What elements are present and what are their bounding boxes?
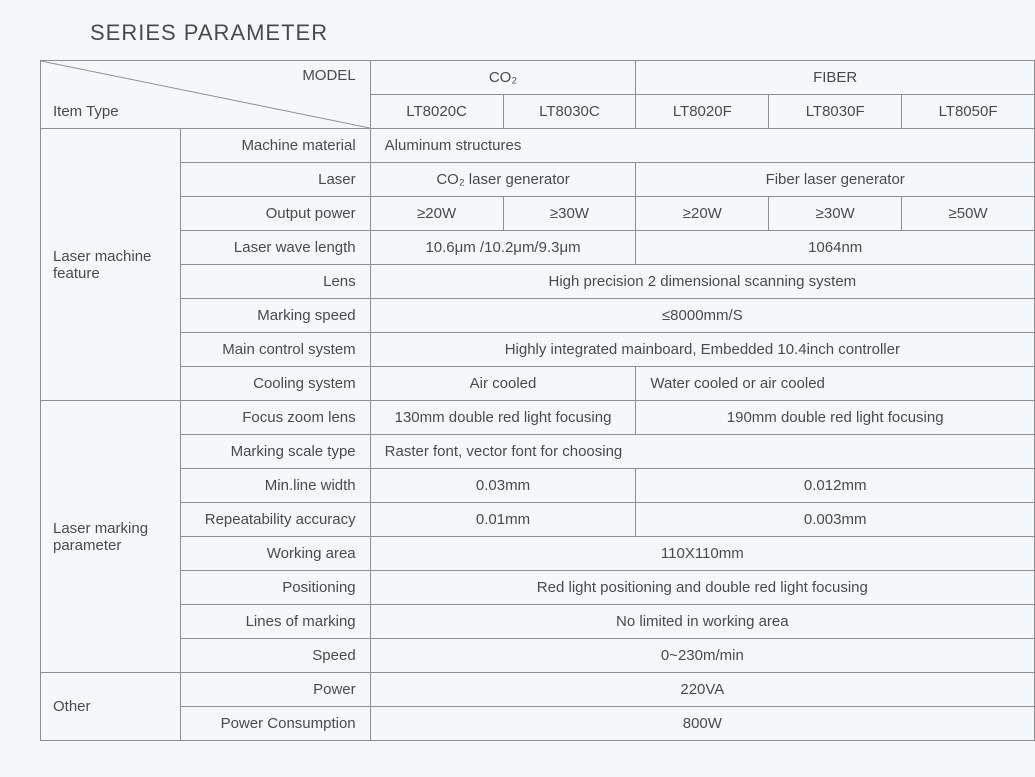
header-model-f1: LT8020F — [636, 95, 769, 129]
row-label: Working area — [180, 537, 370, 571]
header-diagonal-cell: MODEL Item Type — [41, 61, 371, 129]
cell-value: 1064nm — [636, 231, 1035, 265]
cell-value: Water cooled or air cooled — [636, 367, 1035, 401]
cell-value: Highly integrated mainboard, Embedded 10… — [370, 333, 1034, 367]
cell-value: 10.6μm /10.2μm/9.3μm — [370, 231, 636, 265]
row-label: Main control system — [180, 333, 370, 367]
row-label: Speed — [180, 639, 370, 673]
row-label: Marking scale type — [180, 435, 370, 469]
cell-value: 800W — [370, 707, 1034, 741]
cell-value: CO₂ laser generator — [370, 163, 636, 197]
row-label: Focus zoom lens — [180, 401, 370, 435]
cell-value: 190mm double red light focusing — [636, 401, 1035, 435]
header-model-f3: LT8050F — [902, 95, 1035, 129]
row-label: Lines of marking — [180, 605, 370, 639]
row-label: Repeatability accuracy — [180, 503, 370, 537]
row-label: Min.line width — [180, 469, 370, 503]
cell-value: 0.003mm — [636, 503, 1035, 537]
page-title: SERIES PARAMETER — [90, 20, 1015, 46]
cell-value: ≥30W — [769, 197, 902, 231]
cell-value: 220VA — [370, 673, 1034, 707]
cell-value: Raster font, vector font for choosing — [370, 435, 1034, 469]
row-label: Power — [180, 673, 370, 707]
cell-value: 0.01mm — [370, 503, 636, 537]
header-model-label: MODEL — [302, 67, 355, 84]
row-label: Lens — [180, 265, 370, 299]
header-model-c2: LT8030C — [503, 95, 636, 129]
row-label: Marking speed — [180, 299, 370, 333]
parameter-table: MODEL Item Type CO₂ FIBER LT8020C LT8030… — [40, 60, 1035, 741]
cell-value: Air cooled — [370, 367, 636, 401]
row-label: Output power — [180, 197, 370, 231]
cell-value: Aluminum structures — [370, 129, 1034, 163]
section-laser-marking: Laser marking parameter — [41, 401, 181, 673]
cell-value: High precision 2 dimensional scanning sy… — [370, 265, 1034, 299]
cell-value: Red light positioning and double red lig… — [370, 571, 1034, 605]
cell-value: Fiber laser generator — [636, 163, 1035, 197]
cell-value: ≥20W — [370, 197, 503, 231]
cell-value: 130mm double red light focusing — [370, 401, 636, 435]
cell-value: No limited in working area — [370, 605, 1034, 639]
header-item-type-label: Item Type — [53, 103, 119, 120]
section-laser-feature: Laser machine feature — [41, 129, 181, 401]
header-model-c1: LT8020C — [370, 95, 503, 129]
row-label: Positioning — [180, 571, 370, 605]
cell-value: 0.03mm — [370, 469, 636, 503]
header-group-co2: CO₂ — [370, 61, 636, 95]
row-label: Laser — [180, 163, 370, 197]
cell-value: ≥50W — [902, 197, 1035, 231]
header-model-f2: LT8030F — [769, 95, 902, 129]
header-group-fiber: FIBER — [636, 61, 1035, 95]
cell-value: 0~230m/min — [370, 639, 1034, 673]
cell-value: ≤8000mm/S — [370, 299, 1034, 333]
cell-value: ≥20W — [636, 197, 769, 231]
row-label: Laser wave length — [180, 231, 370, 265]
row-label: Power Consumption — [180, 707, 370, 741]
section-other: Other — [41, 673, 181, 741]
cell-value: 0.012mm — [636, 469, 1035, 503]
cell-value: ≥30W — [503, 197, 636, 231]
cell-value: 110X110mm — [370, 537, 1034, 571]
row-label: Cooling system — [180, 367, 370, 401]
row-label: Machine material — [180, 129, 370, 163]
